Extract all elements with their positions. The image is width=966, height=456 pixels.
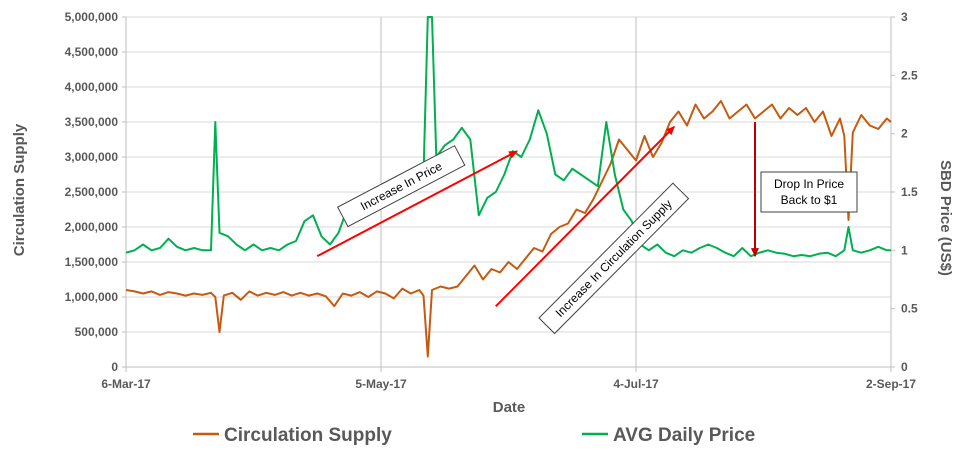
price-drop-callout-line-1: Drop In Price (774, 177, 844, 191)
y-right-tick-label-5: 2.5 (901, 68, 918, 82)
y-left-tick-label-6: 3,000,000 (65, 150, 119, 164)
x-tick-label-0: 6-Mar-17 (101, 377, 151, 391)
supply-increase-callout-label: Increase In Circulation Supply (553, 197, 675, 320)
y-left-tick-label-5: 2,500,000 (65, 185, 119, 199)
supply-increase-callout-box (538, 182, 690, 335)
series-line-circulation-supply (125, 100, 892, 358)
x-tick-label-1: 5-May-17 (355, 377, 407, 391)
price-drop-callout-box (760, 171, 858, 213)
y-left-tick-label-1: 500,000 (75, 325, 119, 339)
y-right-tick-label-3: 1.5 (901, 185, 918, 199)
y-left-tick-label-8: 4,000,000 (65, 80, 119, 94)
x-axis-title: Date (493, 399, 526, 416)
y-left-tick-label-9: 4,500,000 (65, 45, 119, 59)
x-tick-label-2: 4-Jul-17 (613, 377, 659, 391)
y-left-tick-label-0: 0 (111, 360, 118, 374)
legend-label-price: AVG Daily Price (613, 425, 755, 446)
price-increase-callout: Increase In Price (337, 145, 466, 228)
y-right-tick-label-4: 2 (901, 127, 908, 141)
y-left-tick-label-2: 1,000,000 (65, 290, 119, 304)
series-lines (125, 16, 892, 358)
legend: Circulation Supply AVG Daily Price (193, 425, 755, 446)
supply-increase-arrow (495, 125, 675, 308)
y-left-tick-label-3: 1,500,000 (65, 255, 119, 269)
y-right-tick-label-1: 0.5 (901, 302, 918, 316)
price-increase-callout-label: Increase In Price (358, 159, 445, 213)
y-right-tick-label-0: 0 (901, 360, 908, 374)
y-left-tick-label-7: 3,500,000 (65, 115, 119, 129)
y-left-tick-label-10: 5,000,000 (65, 10, 119, 24)
supply-increase-callout: Increase In Circulation Supply (538, 182, 690, 335)
price-increase-callout-box (337, 145, 466, 228)
x-axis-ticks: 6-Mar-17 5-May-17 4-Jul-17 2-Sep-17 (101, 17, 916, 391)
y-axis-left-ticks: 0 500,000 1,000,000 1,500,000 2,000,000 2,500… (65, 10, 126, 374)
price-increase-arrow (316, 150, 518, 258)
y-left-tick-label-4: 2,000,000 (65, 220, 119, 234)
series-line-avg-daily-price (125, 16, 891, 258)
y-right-tick-label-6: 3 (901, 10, 908, 24)
price-drop-callout-line-2: Back to $1 (781, 193, 838, 207)
y-right-tick-label-2: 1 (901, 243, 908, 257)
y-axis-right-ticks: 0 0.5 1 1.5 2 2.5 3 (891, 10, 918, 374)
legend-label-supply: Circulation Supply (224, 425, 392, 446)
annotations: Increase In Price Increase In Circulation… (316, 122, 858, 335)
x-tick-label-3: 2-Sep-17 (866, 377, 916, 391)
y-axis-left-title: Circulation Supply (11, 123, 28, 256)
y-axis-right-title: SBD Price (US$) (937, 160, 954, 276)
